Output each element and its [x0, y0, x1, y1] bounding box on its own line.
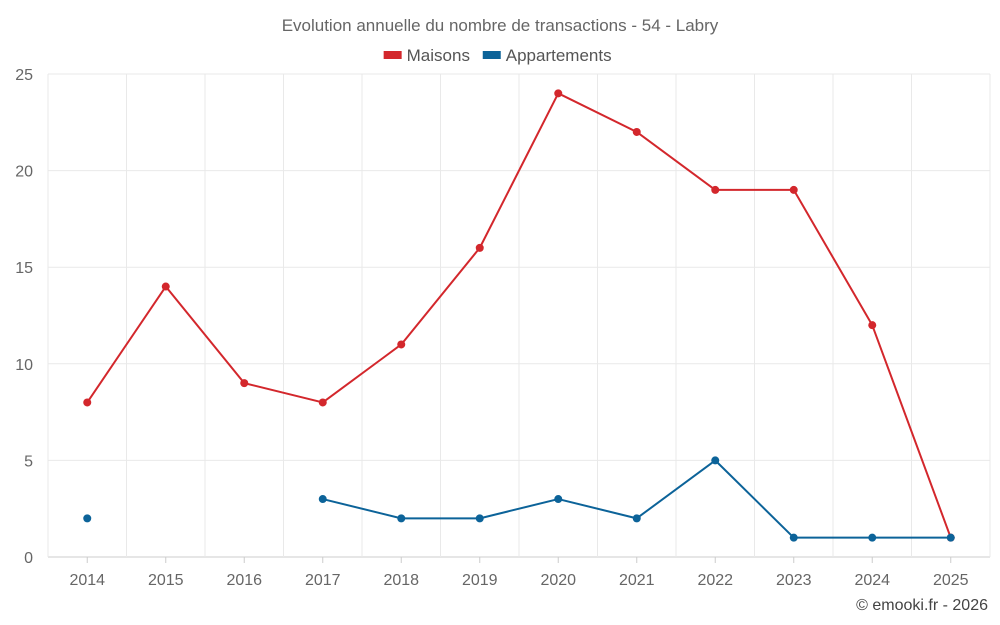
data-point-maisons — [632, 127, 641, 136]
legend-label-maisons: Maisons — [407, 46, 470, 65]
data-point-maisons — [397, 340, 406, 349]
legend-label-appartements: Appartements — [506, 46, 612, 65]
data-point-maisons — [475, 243, 484, 252]
data-point-appartements — [318, 495, 327, 504]
data-point-maisons — [240, 379, 249, 388]
y-tick-label: 25 — [15, 67, 33, 84]
legend-swatch-appartements — [482, 51, 501, 59]
data-point-appartements — [397, 514, 406, 523]
data-point-appartements — [868, 533, 877, 542]
x-tick-label: 2018 — [383, 572, 419, 589]
y-tick-label: 5 — [24, 453, 33, 470]
series-layer — [83, 89, 955, 542]
data-point-maisons — [789, 185, 798, 194]
data-point-appartements — [554, 495, 563, 504]
data-point-maisons — [161, 282, 170, 291]
series-line-appartements — [322, 459, 951, 539]
x-tick-label: 2020 — [540, 572, 576, 589]
data-point-appartements — [711, 456, 720, 465]
legend: Maisons Appartements — [383, 46, 612, 65]
x-tick-label: 2023 — [776, 572, 812, 589]
x-tick-label: 2017 — [305, 572, 341, 589]
data-point-maisons — [711, 185, 720, 194]
legend-swatch-maisons — [383, 51, 402, 59]
chart-title: Evolution annuelle du nombre de transact… — [282, 16, 719, 35]
y-tick-label: 0 — [24, 550, 33, 567]
data-point-appartements — [632, 514, 641, 523]
x-tick-label: 2021 — [619, 572, 655, 589]
y-axis: 0 5 10 15 20 25 — [15, 67, 33, 567]
y-tick-label: 20 — [15, 164, 33, 181]
x-tick-label: 2015 — [148, 572, 184, 589]
data-point-appartements — [83, 514, 92, 523]
x-tick-label: 2024 — [854, 572, 890, 589]
data-point-maisons — [318, 398, 327, 407]
series-line-maisons — [86, 92, 952, 539]
data-point-appartements — [789, 533, 798, 542]
data-point-appartements — [475, 514, 484, 523]
data-point-maisons — [868, 321, 877, 330]
x-axis: 2014 2015 2016 2017 2018 2019 2020 2021 2022 2023… — [69, 557, 969, 589]
data-point-maisons — [554, 89, 563, 98]
x-tick-label: 2019 — [462, 572, 498, 589]
x-tick-label: 2022 — [697, 572, 733, 589]
x-tick-label: 2025 — [933, 572, 969, 589]
x-tick-label: 2016 — [226, 572, 262, 589]
y-tick-label: 10 — [15, 357, 33, 374]
y-tick-label: 15 — [15, 260, 33, 277]
data-point-appartements — [946, 533, 955, 542]
x-tick-label: 2014 — [69, 572, 105, 589]
data-point-maisons — [83, 398, 92, 407]
credit-text: © emooki.fr - 2026 — [856, 597, 988, 614]
